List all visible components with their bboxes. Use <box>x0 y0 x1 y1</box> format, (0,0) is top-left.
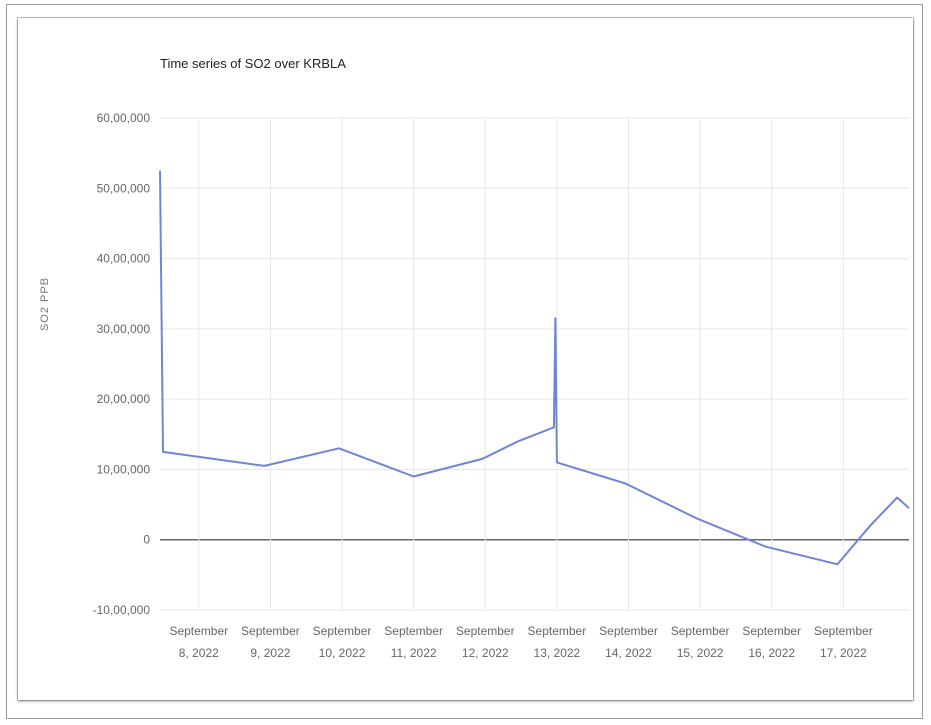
x-tick-label: September <box>528 624 587 638</box>
x-tick-label: 10, 2022 <box>319 646 366 660</box>
x-tick-label: 17, 2022 <box>820 646 867 660</box>
x-tick-label: 11, 2022 <box>391 646 437 660</box>
chart-card: -10,00,000 0 10,00,000 20,00,000 30,00,000 40… <box>18 18 913 700</box>
x-tick-label: 16, 2022 <box>748 646 795 660</box>
series-layer <box>159 170 910 566</box>
y-tick-label: -10,00,000 <box>93 603 151 617</box>
x-tick-labels: September 8, 2022 September 9, 2022 Septembe… <box>169 624 872 660</box>
x-tick-label: 12, 2022 <box>462 646 509 660</box>
chart-title: Time series of SO2 over KRBLA <box>160 56 346 71</box>
grid-layer <box>160 117 909 611</box>
chart-svg: -10,00,000 0 10,00,000 20,00,000 30,00,000 40… <box>39 56 910 660</box>
y-tick-label: 30,00,000 <box>97 322 151 336</box>
y-tick-label: 10,00,000 <box>97 462 151 476</box>
series-line <box>159 170 910 566</box>
x-tick-label: 15, 2022 <box>677 646 724 660</box>
y-tick-labels: -10,00,000 0 10,00,000 20,00,000 30,00,000 40… <box>93 111 151 617</box>
x-tick-label: September <box>241 624 300 638</box>
x-tick-label: September <box>742 624 801 638</box>
x-tick-label: September <box>599 624 658 638</box>
x-tick-label: 8, 2022 <box>179 646 219 660</box>
y-tick-label: 60,00,000 <box>97 111 151 125</box>
x-tick-label: September <box>814 624 873 638</box>
x-tick-label: September <box>671 624 730 638</box>
x-tick-label: September <box>384 624 443 638</box>
y-tick-label: 0 <box>143 533 150 547</box>
y-tick-label: 40,00,000 <box>97 252 151 266</box>
y-tick-label: 20,00,000 <box>97 392 151 406</box>
x-tick-label: September <box>169 624 228 638</box>
x-tick-label: 13, 2022 <box>534 646 581 660</box>
x-tick-label: 14, 2022 <box>605 646 652 660</box>
x-tick-label: September <box>456 624 515 638</box>
x-tick-label: September <box>313 624 372 638</box>
x-tick-label: 9, 2022 <box>250 646 290 660</box>
y-axis-label: SO2 PPB <box>39 277 51 331</box>
y-tick-label: 50,00,000 <box>97 181 151 195</box>
